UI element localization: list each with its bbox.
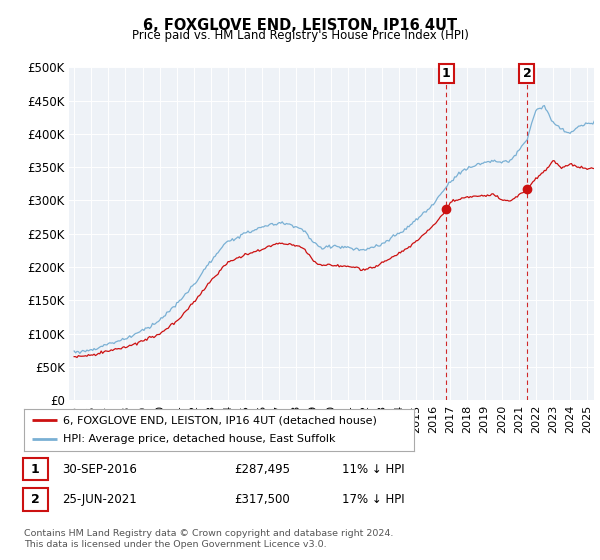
- Text: 17% ↓ HPI: 17% ↓ HPI: [342, 493, 404, 506]
- Text: 1: 1: [31, 463, 40, 476]
- Text: £317,500: £317,500: [234, 493, 290, 506]
- Text: HPI: Average price, detached house, East Suffolk: HPI: Average price, detached house, East…: [63, 435, 335, 445]
- Text: £287,495: £287,495: [234, 463, 290, 476]
- Text: 11% ↓ HPI: 11% ↓ HPI: [342, 463, 404, 476]
- Text: 2: 2: [31, 493, 40, 506]
- Text: 6, FOXGLOVE END, LEISTON, IP16 4UT (detached house): 6, FOXGLOVE END, LEISTON, IP16 4UT (deta…: [63, 415, 377, 425]
- Text: 30-SEP-2016: 30-SEP-2016: [62, 463, 137, 476]
- Text: 25-JUN-2021: 25-JUN-2021: [62, 493, 137, 506]
- Text: Contains HM Land Registry data © Crown copyright and database right 2024.
This d: Contains HM Land Registry data © Crown c…: [24, 529, 394, 549]
- Text: 2: 2: [523, 67, 532, 81]
- Text: 6, FOXGLOVE END, LEISTON, IP16 4UT: 6, FOXGLOVE END, LEISTON, IP16 4UT: [143, 18, 457, 33]
- Text: Price paid vs. HM Land Registry's House Price Index (HPI): Price paid vs. HM Land Registry's House …: [131, 29, 469, 42]
- Text: 1: 1: [442, 67, 451, 81]
